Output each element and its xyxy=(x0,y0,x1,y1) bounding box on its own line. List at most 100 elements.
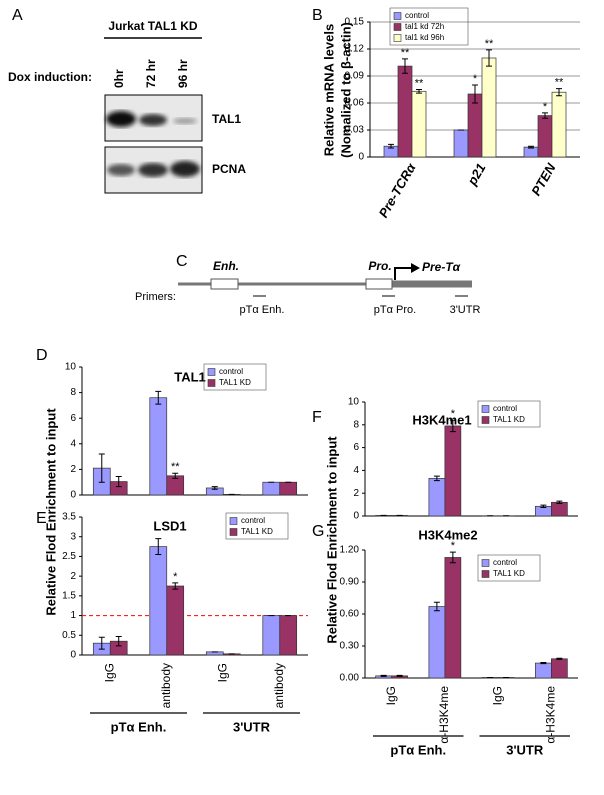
legend-swatch xyxy=(481,405,490,413)
band xyxy=(107,164,135,176)
y-tick-label: 6 xyxy=(353,442,359,453)
legend-label: tal1 kd 72h xyxy=(405,22,444,31)
y-tick-label: 10 xyxy=(65,362,77,373)
x-tick-label: IgG xyxy=(102,663,116,682)
y-tick-label: 0.00 xyxy=(340,673,360,684)
legend-swatch xyxy=(481,416,490,424)
panel-letter: B xyxy=(312,7,323,24)
significance: ** xyxy=(555,77,564,89)
x-tick-label: Pre-TCRα xyxy=(376,160,419,220)
legend-box xyxy=(477,554,541,582)
error-bar xyxy=(556,88,562,97)
legend-label: control xyxy=(405,11,429,20)
y-axis-label: Relative Flod Enrichment to input xyxy=(43,408,58,616)
bar xyxy=(453,129,469,158)
y-tick-label: 0 xyxy=(353,511,359,522)
bar xyxy=(535,662,552,679)
y-tick-label: 2 xyxy=(70,571,76,582)
error-bar xyxy=(98,453,105,483)
error-bar xyxy=(528,145,534,149)
error-bar xyxy=(433,475,440,482)
group-label: pTα Enh. xyxy=(111,719,167,734)
error-bar xyxy=(540,662,547,665)
significance: ** xyxy=(485,38,494,50)
y-tick-label: 3 xyxy=(70,531,76,542)
bar xyxy=(166,585,185,656)
bar xyxy=(262,481,281,496)
y-tick-label: 4 xyxy=(70,438,76,449)
y-tick-label: 8 xyxy=(353,419,359,430)
bar xyxy=(279,481,298,496)
element-label: Enh. xyxy=(213,259,239,273)
y-tick-label: 0 xyxy=(70,490,76,501)
legend-label: tal1 kd 96h xyxy=(405,33,444,42)
y-tick-label: 0 xyxy=(70,650,76,661)
bar xyxy=(551,658,568,679)
panel-letter: C xyxy=(176,253,188,270)
y-axis-label: Relative mRNA levels xyxy=(321,24,336,156)
tss-arrow xyxy=(394,267,412,280)
y-tick-label: 0.15 xyxy=(345,17,365,28)
legend-swatch xyxy=(207,368,216,376)
error-bar xyxy=(449,419,456,433)
y-tick-label: 1 xyxy=(70,610,76,621)
x-tick-label: antibody xyxy=(159,663,173,708)
panel-letter: G xyxy=(312,523,324,540)
panel-letter: A xyxy=(12,7,23,24)
y-tick-label: 1.20 xyxy=(340,545,360,556)
primer-label: 3'UTR xyxy=(450,304,481,316)
significance: * xyxy=(473,73,478,85)
y-tick-label: 3.5 xyxy=(62,512,76,523)
y-tick-label: 8 xyxy=(70,387,76,398)
legend-label: control xyxy=(493,404,517,413)
x-tick-label: α-H3K4me xyxy=(544,686,558,744)
y-tick-label: 2.5 xyxy=(62,551,76,562)
x-tick-label: antibody xyxy=(272,663,286,708)
y-tick-label: 0.30 xyxy=(340,641,360,652)
y-tick-label: 2 xyxy=(70,464,76,475)
significance: ** xyxy=(415,77,424,89)
legend-box xyxy=(225,512,289,540)
y-tick-label: 0.60 xyxy=(340,609,360,620)
promoter-box xyxy=(365,278,393,290)
y-axis-label: Relative Flod Enrichment to input xyxy=(324,436,339,644)
legend-box xyxy=(389,7,469,46)
significance: * xyxy=(451,540,456,552)
bar xyxy=(551,501,568,517)
error-bar xyxy=(540,504,547,508)
y-tick-label: 0.06 xyxy=(345,98,365,109)
bar xyxy=(481,57,497,158)
lane-label: 96 hr xyxy=(176,59,190,88)
error-bar xyxy=(416,89,422,94)
error-bar xyxy=(155,390,162,405)
error-bar xyxy=(115,475,122,488)
error-bar xyxy=(542,112,548,119)
bar xyxy=(262,615,281,656)
band xyxy=(106,111,136,127)
error-bar xyxy=(172,582,179,590)
significance: ** xyxy=(171,461,180,473)
bar xyxy=(551,91,567,158)
y-tick-label: 0 xyxy=(358,152,364,163)
legend-box xyxy=(477,400,541,428)
panel-letter: D xyxy=(36,347,48,364)
legend-label: control xyxy=(219,367,243,376)
error-bar xyxy=(98,636,105,650)
chart-title: TAL1 xyxy=(174,369,206,384)
error-bar xyxy=(449,551,456,564)
x-tick-label: PTEN xyxy=(528,160,559,198)
group-label: pTα Enh. xyxy=(390,742,446,757)
element-label: Pre-Tα xyxy=(422,260,461,274)
error-bar xyxy=(380,674,387,677)
bar xyxy=(149,546,168,656)
lane-label: 0hr xyxy=(112,69,126,88)
legend-label: TAL1 KD xyxy=(493,569,525,578)
band xyxy=(139,114,167,126)
legend-swatch xyxy=(207,379,216,387)
x-tick-label: IgG xyxy=(384,686,398,705)
significance: * xyxy=(543,101,548,113)
band-label: TAL1 xyxy=(212,112,241,126)
y-tick-label: 6 xyxy=(70,413,76,424)
error-bar xyxy=(172,472,179,479)
legend-label: control xyxy=(241,516,265,525)
